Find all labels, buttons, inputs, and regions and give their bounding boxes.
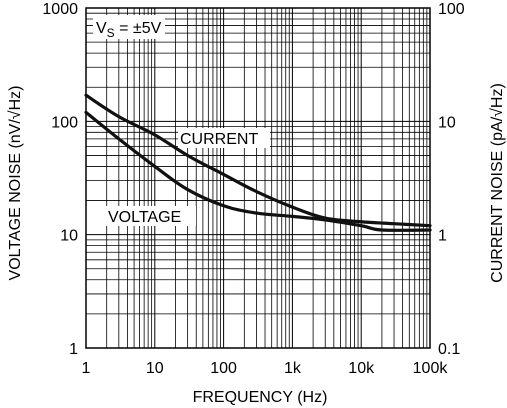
y-tick-label-right: 10 [438,114,456,131]
x-tick-label: 10 [146,360,164,377]
curves [84,93,432,232]
condition-box [93,15,165,39]
x-tick-label: 100 [210,360,237,377]
series-voltage-line [84,110,432,232]
x-tick-label: 10k [348,360,375,377]
x-tick-label: 100k [413,360,449,377]
series-current-line [84,93,432,228]
series-label-bg [106,206,196,226]
grid [85,7,431,349]
x-axis-title: FREQUENCY (Hz) [193,389,328,406]
y-axis-title-left: VOLTAGE NOISE (nV/√Hz) [7,86,24,281]
labels: CURRENT VOLTAGE 1 10 100 1k 10k 100k 1 10 100 1000 0… [42,1,464,377]
series-label-bg [178,128,270,148]
y-tick-label-right: 100 [438,1,465,18]
y-axis-title-right: CURRENT NOISE (pA/√Hz) [489,83,506,283]
series-label-current: CURRENT [180,131,258,148]
x-tick-label: 1 [82,360,91,377]
plot-frame [85,7,431,349]
y-tick-label-right: 0.1 [438,341,460,358]
y-tick-label-left: 1 [69,341,78,358]
x-tick-label: 1k [284,360,302,377]
y-tick-label-left: 1000 [42,1,78,18]
series-label-voltage: VOLTAGE [108,209,181,226]
y-tick-label-left: 10 [60,228,78,245]
y-tick-label-left: 100 [51,114,78,131]
condition-label: VS = ±5V [96,20,162,40]
y-tick-label-right: 1 [438,228,447,245]
